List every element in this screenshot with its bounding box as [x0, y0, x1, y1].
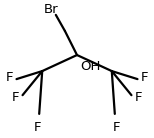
Text: F: F [6, 71, 14, 84]
Text: F: F [140, 71, 148, 84]
Text: F: F [34, 121, 41, 134]
Text: OH: OH [80, 60, 100, 73]
Text: F: F [12, 91, 20, 104]
Text: F: F [113, 121, 120, 134]
Text: Br: Br [44, 3, 58, 16]
Text: F: F [134, 91, 142, 104]
